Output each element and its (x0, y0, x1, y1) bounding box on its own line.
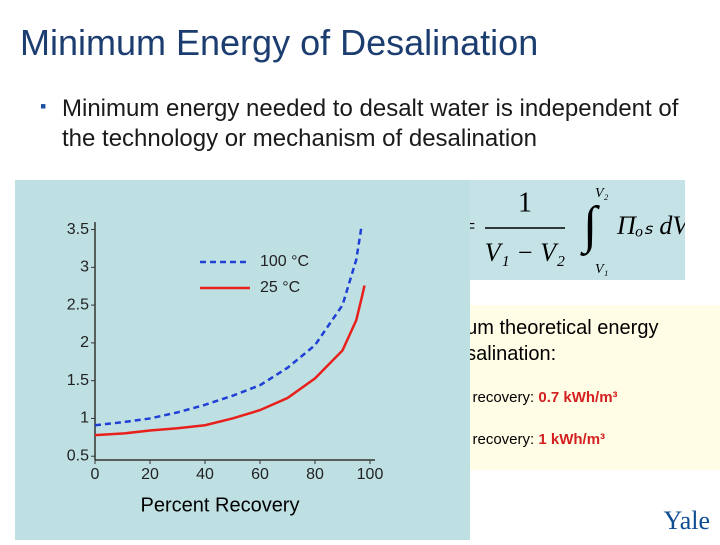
bullet-text: Minimum energy needed to desalt water is… (62, 95, 679, 152)
eq-integrand: Πₒₛ dV (616, 211, 685, 240)
info-heading: esalination: (455, 343, 557, 365)
series-line (94, 224, 363, 427)
equation-box: = 1 V₁ − V₂ ∫ V₂ V₁ Πₒₛ dV (455, 180, 691, 280)
info-item: % recovery: 0.7 kWh/m³ (455, 389, 618, 406)
y-tick-label: 2.5 (67, 296, 89, 313)
x-axis-label: Percent Recovery (141, 494, 300, 516)
y-tick-label: 3 (80, 259, 89, 276)
x-tick-label: 100 (357, 466, 384, 483)
info-item: % recovery: 1 kWh/m³ (455, 431, 605, 448)
y-tick-label: 0.5 (67, 447, 89, 464)
x-tick-label: 0 (91, 466, 100, 483)
x-tick-label: 80 (306, 466, 324, 483)
y-tick-label: 1 (80, 410, 89, 427)
x-tick-label: 60 (251, 466, 269, 483)
x-tick-label: 20 (141, 466, 159, 483)
chart-panel: Percent Recovery 0.5 1 1.5 2 2.5 3 3.5 0 20 40 60 8… (15, 180, 470, 540)
info-item-value: 1 kWh/m³ (538, 431, 606, 448)
equation: = 1 V₁ − V₂ ∫ V₂ V₁ Πₒₛ dV (463, 186, 691, 277)
logo: Yale (663, 506, 710, 535)
bullet-marker: ▪ (40, 96, 47, 116)
eq-integral: ∫ (580, 197, 600, 256)
slide-title: Minimum Energy of Desalination (20, 22, 539, 63)
y-tick-label: 3.5 (67, 221, 89, 238)
y-tick-label: 1.5 (67, 372, 89, 389)
eq-upper: V₂ (595, 186, 609, 201)
series-line (94, 285, 366, 437)
legend-label: 100 °C (260, 253, 309, 270)
info-heading: num theoretical energy (455, 317, 659, 339)
y-tick-label: 2 (80, 334, 89, 351)
legend-label: 25 °C (260, 279, 300, 296)
eq-lower: V₁ (595, 262, 608, 277)
info-box: num theoretical energy esalination: % re… (455, 305, 720, 470)
info-item-value: 0.7 kWh/m³ (538, 389, 618, 406)
chart: Percent Recovery 0.5 1 1.5 2 2.5 3 3.5 0 20 40 60 8… (67, 221, 384, 517)
x-tick-label: 40 (196, 466, 214, 483)
eq-denominator: V₁ − V₂ (485, 238, 565, 267)
info-item-text: % recovery: (455, 389, 539, 406)
eq-numerator: 1 (518, 187, 532, 218)
info-item-text: % recovery: (455, 431, 539, 448)
